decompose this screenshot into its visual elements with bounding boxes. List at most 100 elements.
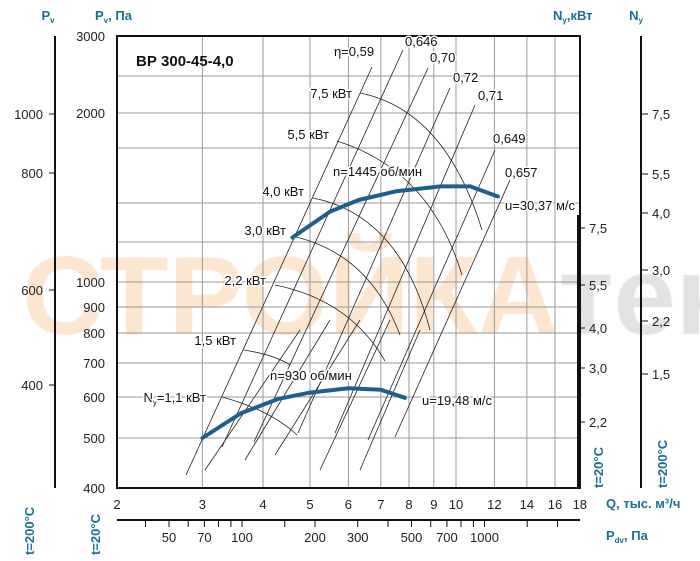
efficiency-line xyxy=(204,329,301,471)
ny200-tick-label: 4,0 xyxy=(652,206,670,221)
power-label: 5,5 кВт xyxy=(287,127,329,142)
ny20-tick-label: 5,5 xyxy=(589,278,607,293)
pv200-tick-label: 400 xyxy=(21,378,43,393)
efficiency-line xyxy=(297,87,451,434)
efficiency-line xyxy=(221,49,404,448)
power-line xyxy=(295,236,401,336)
ny20-axis-label: Ny,кВт xyxy=(553,8,593,25)
y-tick-label: 3000 xyxy=(76,29,105,44)
x-tick-label: 9 xyxy=(430,497,437,512)
efficiency-line xyxy=(253,67,429,443)
pdv-tick-label: 500 xyxy=(401,530,423,545)
power-label: 4,0 кВт xyxy=(262,184,304,199)
efficiency-line xyxy=(319,319,391,471)
pdv-tick-label: 300 xyxy=(347,530,369,545)
pdv-tick-label: 100 xyxy=(231,530,253,545)
x-tick-label: 8 xyxy=(405,497,412,512)
pressure-curve xyxy=(200,386,407,440)
ny20-tick-label: 7,5 xyxy=(589,221,607,236)
y-axis-label: Pv, Па xyxy=(95,8,133,25)
ny200-tick-label: 2,2 xyxy=(652,314,670,329)
x-tick-label: 14 xyxy=(520,497,534,512)
efficiency-label: 0,70 xyxy=(430,50,455,65)
ny20-tick-label: 2,2 xyxy=(589,415,607,430)
ny200-tick-label: 3,0 xyxy=(652,263,670,278)
pdv-tick-label: 50 xyxy=(162,530,176,545)
pdv-tick-label: 700 xyxy=(436,530,458,545)
chart-title: ВР 300-45-4,0 xyxy=(136,53,234,70)
pdv-axis-label: Pdv, Па xyxy=(606,528,649,545)
efficiency-label: η=0,59 xyxy=(334,44,374,59)
x-tick-label: 2 xyxy=(113,497,120,512)
plot-frame xyxy=(116,35,581,489)
tip-speed-label: u=19,48 м/с xyxy=(422,393,493,408)
efficiency-line xyxy=(185,66,373,476)
y-tick-label: 1000 xyxy=(76,275,105,290)
y-tick-label: 800 xyxy=(83,326,105,341)
power-line xyxy=(274,284,386,362)
speed-label: n=1445 об/мин xyxy=(333,164,422,179)
pdv-tick-label: 200 xyxy=(304,530,326,545)
power-label: 3,0 кВт xyxy=(244,223,286,238)
efficiency-and-power-lines xyxy=(185,49,511,476)
ny200-tick-label: 5,5 xyxy=(652,167,670,182)
power-label: 1,5 кВт xyxy=(194,333,236,348)
power-line xyxy=(359,92,483,231)
pv200-axis-label: Pv xyxy=(41,8,55,25)
y-tick-label: 600 xyxy=(83,390,105,405)
y-tick-label: 2000 xyxy=(76,106,105,121)
power-label: Ny=1,1 кВт xyxy=(143,390,206,407)
labels: 2 3 4 5 6 7 8 9 10 12 14 16 184005006007008009001000… xyxy=(14,8,680,555)
pressure-curves xyxy=(200,184,500,440)
efficiency-label: 0,646 xyxy=(405,34,438,49)
pv200-tick-label: 800 xyxy=(21,166,43,181)
efficiency-line xyxy=(274,319,361,456)
x-tick-label: 5 xyxy=(306,497,313,512)
power-label: 7,5 кВт xyxy=(310,86,352,101)
efficiency-label: 0,657 xyxy=(505,165,538,180)
x-axis-label: Q, тыс. м³/ч xyxy=(606,496,680,511)
power-line xyxy=(312,197,431,331)
x-tick-label: 10 xyxy=(449,497,463,512)
speed-label: n=930 об/мин xyxy=(270,368,352,383)
pv200-temp-label: t=200°C xyxy=(22,506,37,555)
y-tick-label: 500 xyxy=(83,431,105,446)
pv200-tick-label: 1000 xyxy=(14,107,43,122)
ny200-temp-label: t=200°C xyxy=(655,439,670,488)
x-tick-label: 3 xyxy=(199,497,206,512)
efficiency-label: 0,649 xyxy=(493,131,526,146)
x-tick-label: 18 xyxy=(573,497,587,512)
ny20-tick-label: 4,0 xyxy=(589,321,607,336)
ny200-tick-label: 1,5 xyxy=(652,367,670,382)
power-line xyxy=(221,396,298,436)
tip-speed-label: u=30,37 м/с xyxy=(505,198,576,213)
ny200-tick-label: 7,5 xyxy=(652,107,670,122)
x-tick-label: 6 xyxy=(345,497,352,512)
power-label: 2,2 кВт xyxy=(224,273,266,288)
ny20-temp-label: t=20°C xyxy=(591,446,606,488)
axes xyxy=(49,35,648,527)
ny200-axis-label: Ny xyxy=(629,8,643,25)
efficiency-label: 0,72 xyxy=(453,70,478,85)
efficiency-label: 0,71 xyxy=(478,88,503,103)
x-tick-label: 4 xyxy=(259,497,266,512)
power-line xyxy=(243,349,291,366)
pressure-curve xyxy=(290,184,500,240)
power-line xyxy=(336,140,463,276)
pv200-tick-label: 600 xyxy=(21,283,43,298)
efficiency-line xyxy=(394,179,511,438)
x-tick-label: 7 xyxy=(377,497,384,512)
pdv-tick-label: 70 xyxy=(197,530,211,545)
y-tick-label: 400 xyxy=(83,481,105,496)
ny20-tick-label: 3,0 xyxy=(589,361,607,376)
x-tick-label: 12 xyxy=(487,497,501,512)
y-tick-label: 700 xyxy=(83,356,105,371)
efficiency-line xyxy=(244,319,331,461)
x-tick-label: 16 xyxy=(548,497,562,512)
y-tick-label: 900 xyxy=(83,300,105,315)
main-axis-temp-label: t=20°C xyxy=(88,513,103,555)
efficiency-line xyxy=(359,329,421,471)
efficiency-line xyxy=(334,104,476,434)
pdv-tick-label: 1000 xyxy=(470,530,499,545)
